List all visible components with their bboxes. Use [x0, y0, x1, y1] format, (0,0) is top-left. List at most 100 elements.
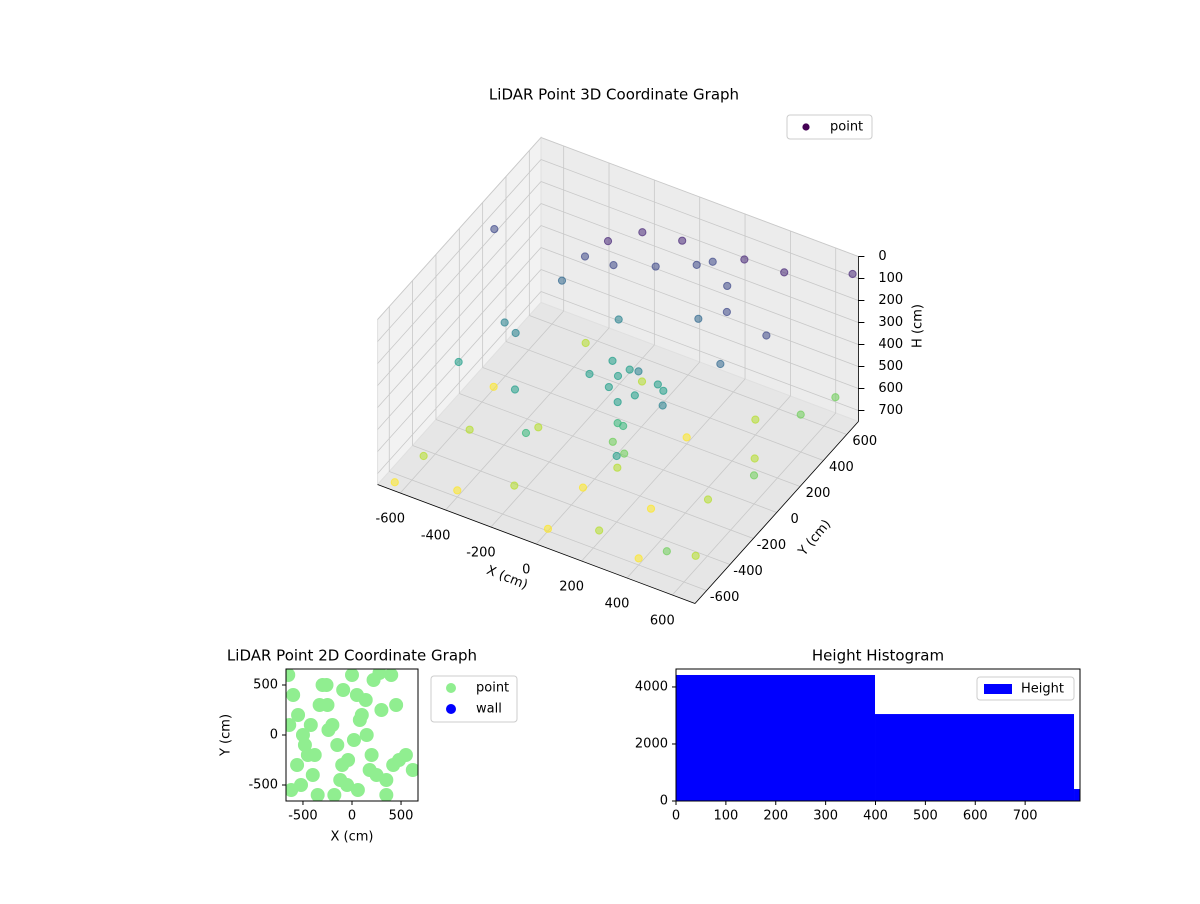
grid-line [482, 367, 801, 487]
point [359, 728, 374, 742]
grid-line [540, 247, 859, 367]
point [620, 449, 629, 458]
y-tick-label: 0 [660, 794, 668, 809]
grid-line [377, 181, 542, 364]
point [390, 478, 399, 487]
bar [676, 674, 876, 801]
point [384, 669, 399, 682]
point [653, 380, 662, 389]
y-tick-label: -200 [757, 538, 787, 553]
point [722, 307, 731, 317]
legend-box [976, 676, 1075, 701]
y-tick-label: 400 [829, 460, 854, 475]
grid-line [540, 225, 859, 345]
axes-frame [675, 668, 1081, 802]
x-tick-label: 600 [963, 809, 988, 824]
y-axis-label: Y (cm) [795, 517, 834, 560]
point [286, 688, 301, 702]
x-tick-label: 100 [713, 809, 738, 824]
point [419, 451, 428, 461]
point [510, 481, 519, 490]
legend-box [430, 675, 518, 723]
point [310, 788, 325, 801]
point [703, 495, 713, 504]
grid-line [540, 159, 859, 279]
grid-line [377, 225, 542, 408]
point [389, 698, 404, 712]
point [692, 260, 701, 269]
point [637, 377, 647, 386]
point [489, 382, 498, 391]
axis-line [377, 484, 696, 604]
point [336, 683, 351, 697]
point [500, 318, 509, 327]
x-tick-label: -400 [421, 529, 451, 544]
point [294, 778, 309, 792]
point [848, 269, 857, 279]
x-tick-label: 400 [863, 809, 888, 824]
z-tick-label: 100 [878, 271, 903, 286]
point [578, 483, 588, 492]
point [372, 669, 387, 680]
point [603, 237, 613, 246]
points [390, 225, 857, 563]
point [352, 713, 367, 727]
grid-line [377, 137, 542, 320]
point [321, 723, 336, 737]
point [659, 386, 668, 395]
grid-line [540, 291, 859, 411]
point [398, 748, 413, 762]
point [682, 433, 691, 442]
x-tick-label: 500 [389, 809, 414, 824]
point [691, 551, 700, 560]
point [723, 281, 732, 291]
x-tick-label: 0 [348, 809, 356, 824]
point [379, 788, 394, 801]
point [634, 554, 643, 563]
point [614, 315, 623, 324]
grid-line [412, 445, 731, 565]
point [716, 359, 725, 369]
x-tick-label: 700 [1013, 809, 1038, 824]
point [312, 698, 327, 712]
point [510, 385, 520, 394]
y-tick-label: 2000 [635, 736, 668, 751]
point [585, 369, 594, 379]
y-axis-label: Y (cm) [219, 714, 234, 757]
bar [1074, 789, 1080, 801]
point [291, 708, 306, 722]
z-tick-label: 700 [878, 403, 903, 418]
legend-marker [802, 123, 810, 131]
grid-line [377, 159, 542, 342]
legend-label: point [830, 120, 863, 135]
point [625, 365, 634, 374]
legend-marker [984, 684, 1012, 694]
legend-label: Height [1021, 682, 1064, 697]
x-tick-label: -600 [376, 512, 406, 527]
point [694, 314, 703, 323]
y-tick-label: 0 [791, 512, 799, 527]
point [327, 788, 342, 801]
axes-3d: -600 -400 -200 0 200 400 600 -600 -400 -200 0 200 40… [376, 86, 926, 629]
z-tick-label: 500 [878, 359, 903, 374]
grid-line [529, 315, 847, 435]
y-tick-label: -400 [733, 564, 763, 579]
x-tick-label: -200 [466, 546, 496, 561]
point [345, 669, 359, 682]
point [604, 382, 613, 392]
point [651, 262, 660, 271]
point [319, 678, 334, 692]
legend-marker [446, 683, 456, 693]
point [543, 524, 553, 533]
grid-line [435, 419, 754, 539]
legend-marker [446, 704, 456, 714]
z-tick-label: 400 [878, 337, 903, 352]
point [511, 328, 520, 338]
point [796, 410, 805, 419]
y-tick-label: -500 [248, 778, 278, 793]
chart-title: LiDAR Point 3D Coordinate Graph [489, 86, 739, 104]
point [609, 261, 618, 270]
x-axis-label: X (cm) [331, 830, 374, 845]
